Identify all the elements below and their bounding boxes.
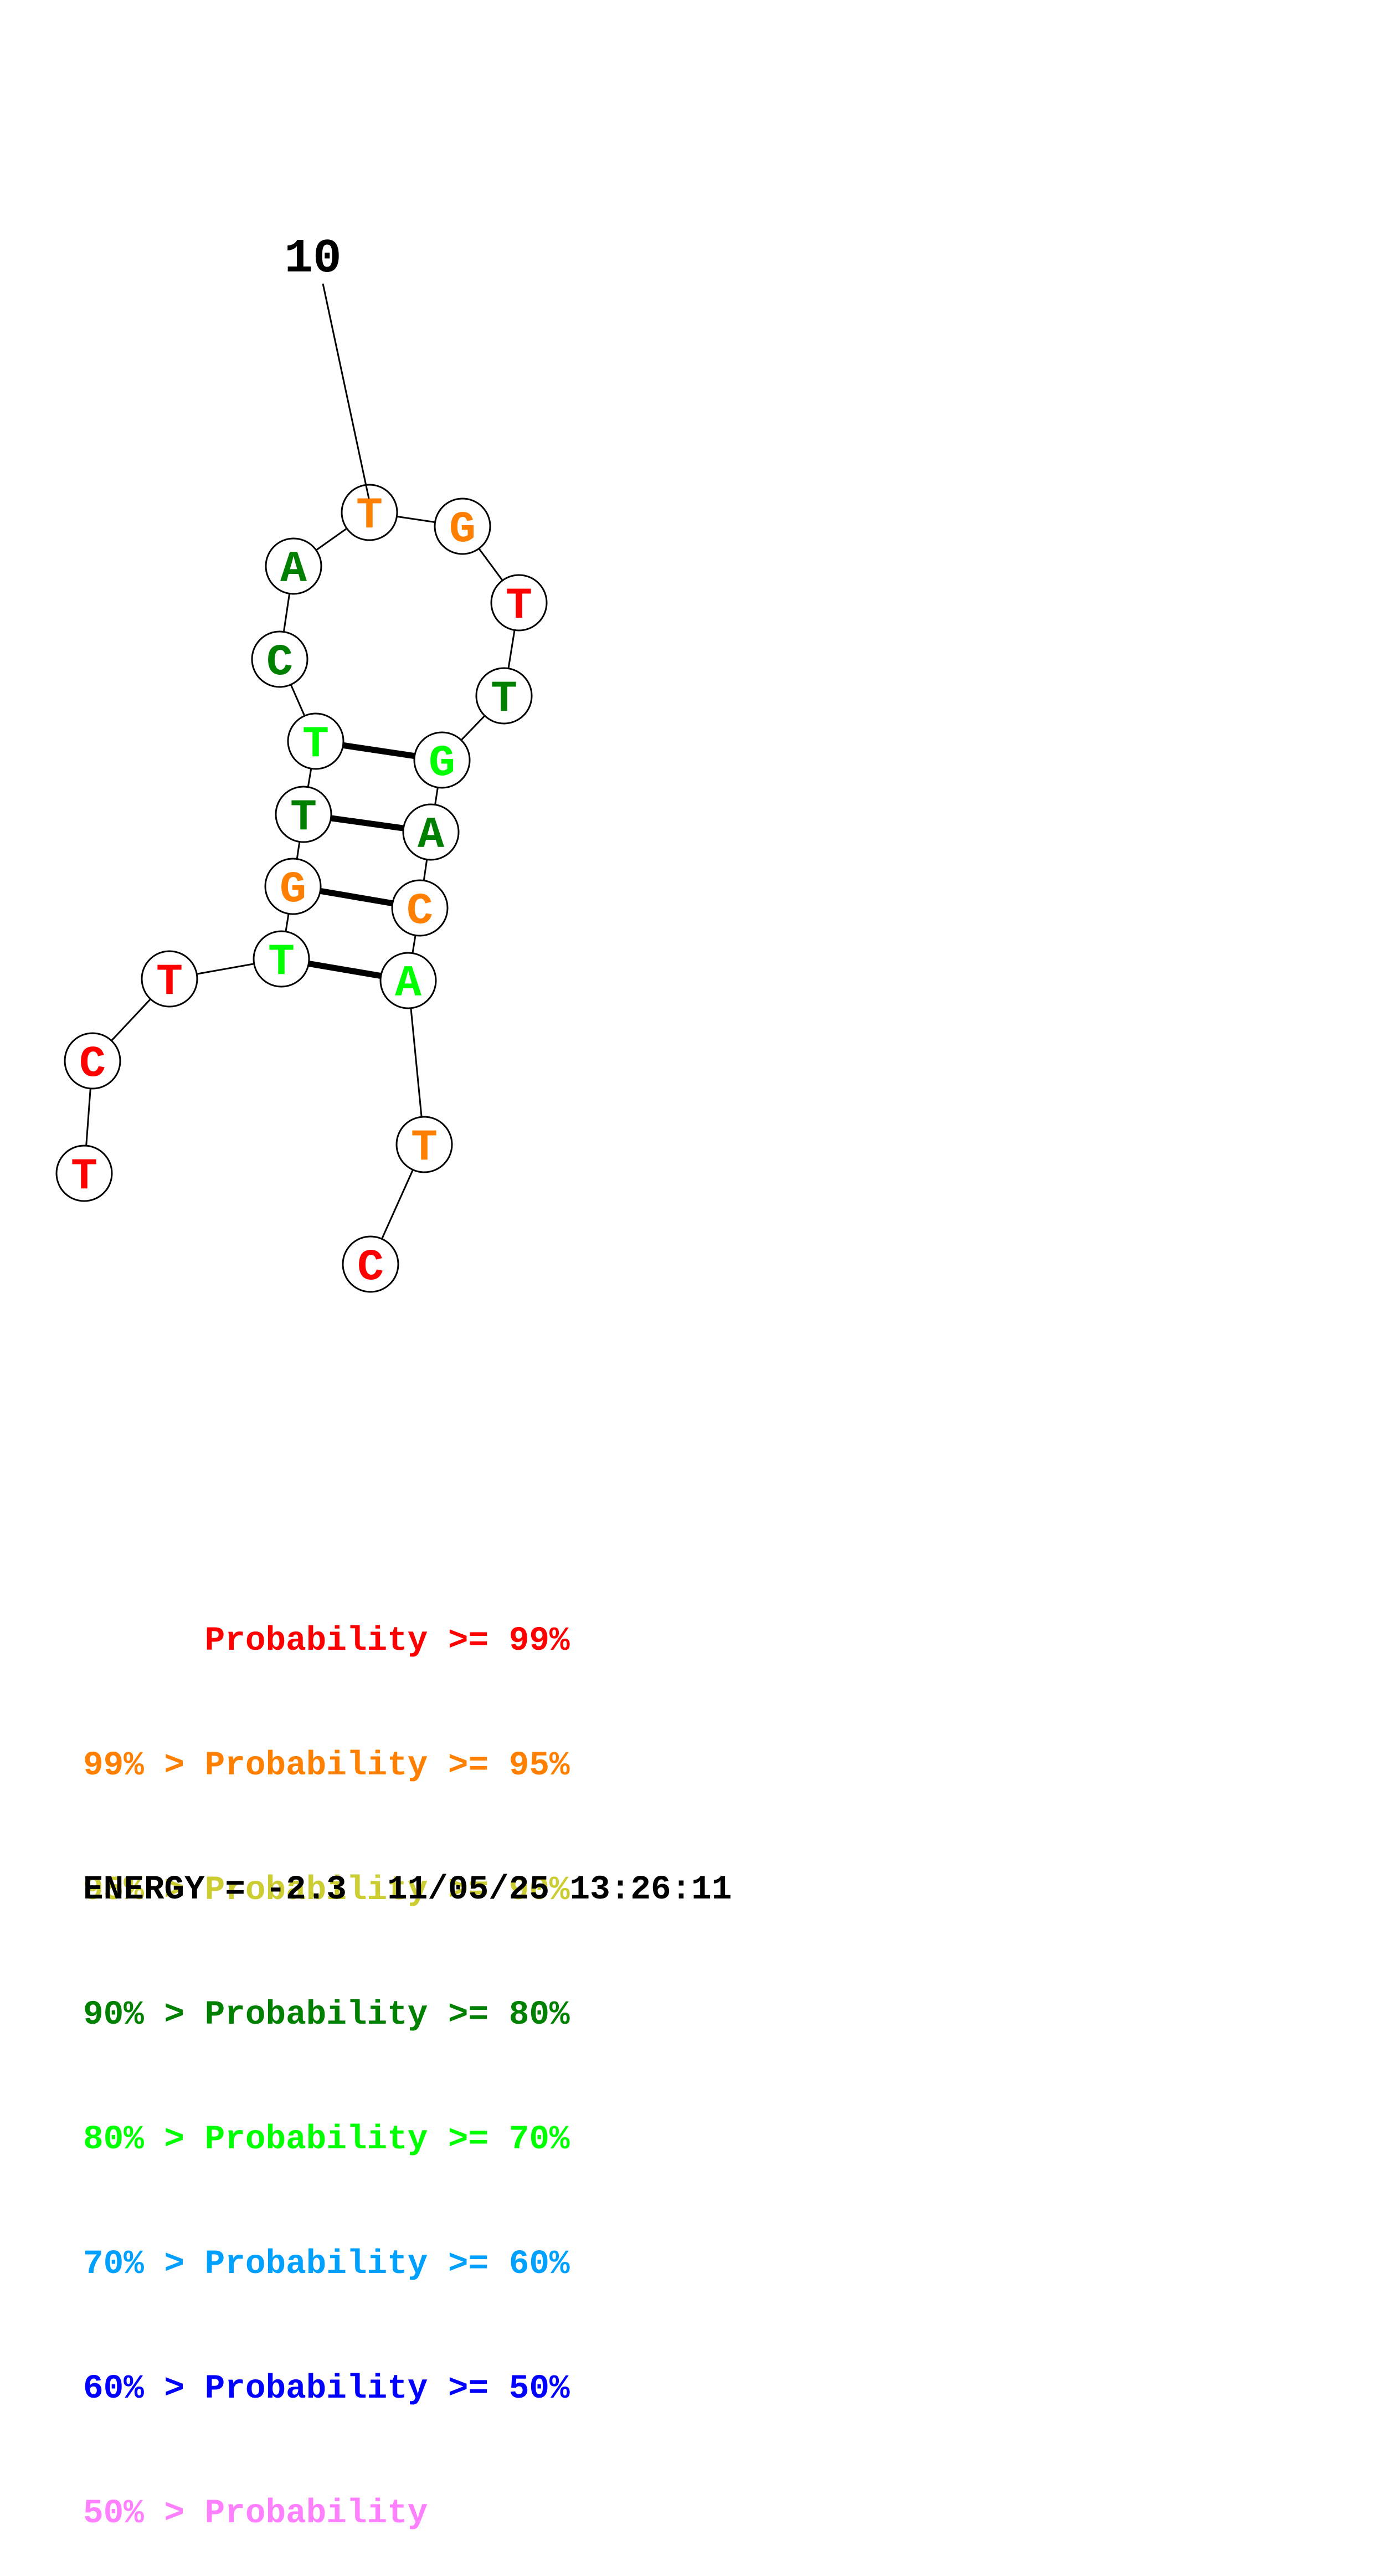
nucleotide-letter: T [491, 674, 517, 725]
nucleotide-letter: A [280, 545, 307, 595]
nucleotide-letter: G [429, 738, 455, 789]
legend-row-95: 99% > Probability >= 95% [83, 1745, 570, 1787]
nucleotide-circle [391, 879, 449, 937]
nucleotide-13: T [475, 667, 533, 725]
nucleotide-9: A [265, 537, 322, 595]
legend-suffix: >= 60% [448, 2245, 570, 2283]
nucleotide-4: T [253, 930, 310, 988]
nucleotide-letter: A [418, 810, 445, 861]
nucleotide-circle [264, 858, 322, 915]
nucleotide-circle [253, 930, 310, 988]
legend-label: Probability [204, 1871, 428, 1910]
legend-row-60: 70% > Probability >= 60% [83, 2244, 570, 2285]
nucleotide-letter: T [411, 1123, 438, 1173]
legend-label: Probability [204, 1622, 428, 1660]
nucleotide-circle [141, 950, 198, 1008]
nucleotide-circle [395, 1116, 453, 1173]
position-label-leader-line [322, 283, 370, 499]
nucleotide-letter: G [280, 865, 306, 915]
nucleotide-circle [287, 712, 344, 770]
legend-row-50: 60% > Probability >= 50% [83, 2368, 570, 2410]
legend-label: Probability [204, 2495, 428, 2533]
nucleotide-11: G [434, 497, 491, 555]
nucleotide-letter: G [449, 505, 476, 555]
legend-row-80: 90% > Probability >= 80% [83, 1994, 570, 2036]
legend-row-70: 80% > Probability >= 70% [83, 2119, 570, 2161]
nucleotide-circle [490, 574, 548, 632]
nucleotide-circle [402, 803, 460, 861]
nucleotide-circle [251, 630, 308, 688]
nucleotide-7: T [287, 712, 344, 770]
legend-prefix: 99% > [83, 1747, 185, 1785]
legend-prefix: 60% > [83, 2370, 185, 2408]
nucleotide-circle [341, 484, 398, 541]
nucleotide-8: C [251, 630, 308, 688]
nucleotide-18: T [395, 1116, 453, 1173]
nucleotide-letter: T [302, 720, 329, 770]
legend-suffix: >= 50% [448, 2370, 570, 2408]
legend-suffix: >= 90% [448, 1871, 570, 1910]
legend-label: Probability [204, 1996, 428, 2034]
nucleotide-letter: T [71, 1152, 97, 1202]
nucleotide-16: C [391, 879, 449, 937]
nucleotide-1: T [55, 1145, 113, 1202]
nucleotide-letter: A [395, 959, 422, 1009]
nucleotide-14: G [413, 731, 471, 789]
legend-label: Probability [204, 2370, 428, 2408]
nucleotide-circle [413, 731, 471, 789]
nucleotide-circle [379, 952, 437, 1009]
nucleotide-circle [475, 667, 533, 725]
nucleotide-3: T [141, 950, 198, 1008]
energy-footer: ENERGY = -2.3 11/05/25 13:26:11 [83, 1871, 732, 1909]
nucleotide-letter: C [79, 1039, 106, 1090]
legend-prefix: 70% > [83, 2245, 185, 2283]
nucleotide-letter: C [266, 638, 293, 688]
legend-suffix: >= 99% [448, 1622, 570, 1660]
nucleotide-circle [275, 786, 332, 843]
legend-suffix: >= 80% [448, 1996, 570, 2034]
position-label-10: 10 [284, 232, 341, 286]
nucleotide-2: C [64, 1032, 121, 1090]
nucleotide-5: G [264, 858, 322, 915]
nucleotide-letter: C [407, 886, 433, 937]
nucleotide-circle [434, 497, 491, 555]
nucleotide-circle [64, 1032, 121, 1090]
nucleotide-letter: T [506, 581, 532, 632]
legend-row-90: 95% > Probability >= 90% [83, 1870, 570, 1911]
probability-legend: Probability >= 99% 99% > Probability >= … [83, 1537, 570, 2576]
legend-suffix: >= 95% [448, 1747, 570, 1785]
nucleotide-6: T [275, 786, 332, 843]
nucleotide-letter: C [357, 1243, 384, 1293]
legend-prefix: 50% > [83, 2495, 185, 2533]
legend-prefix: 80% > [83, 2121, 185, 2159]
legend-row-below-50: 50% > Probability [83, 2493, 570, 2534]
nucleotide-letter: T [156, 957, 183, 1008]
legend-label: Probability [204, 2245, 428, 2283]
nucleotide-letter: T [290, 793, 317, 843]
nucleotide-19: C [342, 1235, 399, 1293]
nucleotide-circle [342, 1235, 399, 1293]
legend-suffix: >= 70% [448, 2121, 570, 2159]
legend-prefix: 90% > [83, 1996, 185, 2034]
nucleotide-12: T [490, 574, 548, 632]
nucleotide-circle [55, 1145, 113, 1202]
nucleotide-circle [265, 537, 322, 595]
legend-label: Probability [204, 2121, 428, 2159]
legend-prefix: 95% > [83, 1871, 185, 1910]
nucleotide-letter: T [356, 491, 383, 541]
legend-label: Probability [204, 1747, 428, 1785]
nucleotide-letter: T [268, 937, 295, 988]
legend-row-99: Probability >= 99% [83, 1620, 570, 1662]
nucleotide-17: A [379, 952, 437, 1009]
nucleotide-10: T [341, 484, 398, 541]
nucleotide-15: A [402, 803, 460, 861]
